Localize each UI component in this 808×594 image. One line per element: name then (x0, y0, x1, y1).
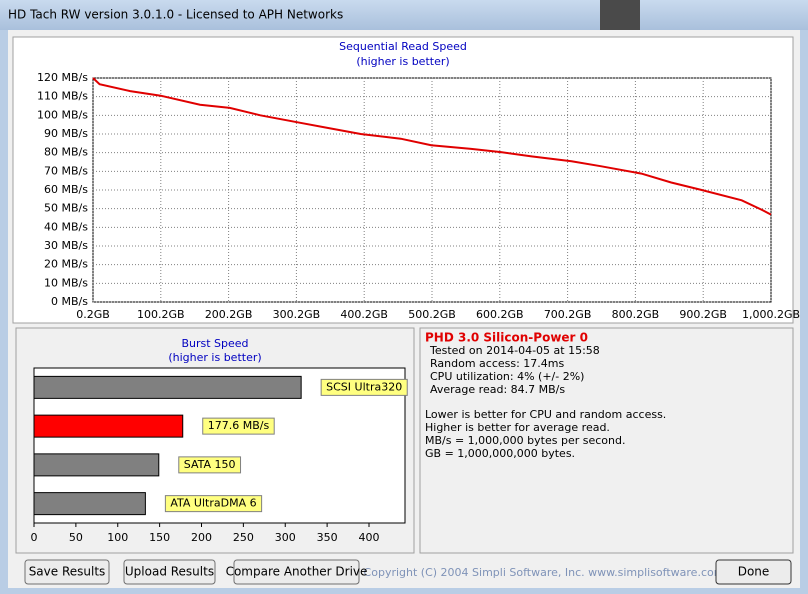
x-tick-label: 0 (31, 531, 38, 544)
bar-label: ATA UltraDMA 6 (170, 497, 256, 510)
x-tick-label: 0.2GB (76, 308, 110, 321)
info-detail: Average read: 84.7 MB/s (430, 383, 565, 396)
title-bar (0, 0, 808, 30)
button[interactable] (233, 559, 360, 585)
bar-label: 177.6 MB/s (208, 419, 270, 432)
x-tick-label: 400.2GB (340, 308, 388, 321)
seq-title: Sequential Read Speed (339, 40, 467, 53)
x-tick-label: 350 (317, 531, 338, 544)
x-tick-label: 700.2GB (544, 308, 592, 321)
y-tick-label: 80 MB/s (44, 146, 88, 159)
y-tick-label: 90 MB/s (44, 127, 88, 140)
button[interactable] (123, 559, 216, 585)
info-panel (419, 327, 794, 554)
x-tick-label: 100 (107, 531, 128, 544)
bar (33, 492, 146, 516)
x-tick-label: 800.2GB (612, 308, 660, 321)
button[interactable] (24, 559, 110, 585)
y-tick-label: 10 MB/s (44, 276, 88, 289)
x-tick-label: 500.2GB (408, 308, 456, 321)
bar (33, 414, 184, 438)
x-tick-label: 400 (358, 531, 379, 544)
x-tick-label: 50 (69, 531, 83, 544)
x-tick-label: 1,000.2GB (742, 308, 800, 321)
bar-label: SATA 150 (184, 458, 236, 471)
title-bar-glass (600, 0, 640, 30)
x-tick-label: 200 (191, 531, 212, 544)
y-tick-label: 110 MB/s (37, 90, 88, 103)
seq-subtitle: (higher is better) (356, 55, 449, 68)
info-note: Higher is better for average read. (425, 421, 610, 434)
x-tick-label: 200.2GB (205, 308, 253, 321)
info-detail: Tested on 2014-04-05 at 15:58 (429, 344, 600, 357)
window-title: HD Tach RW version 3.0.1.0 - Licensed to… (8, 8, 343, 22)
y-tick-label: 60 MB/s (44, 183, 88, 196)
button[interactable] (715, 559, 792, 585)
y-tick-label: 30 MB/s (44, 239, 88, 252)
bar (33, 453, 160, 477)
y-tick-label: 120 MB/s (37, 71, 88, 84)
x-tick-label: 150 (149, 531, 170, 544)
button-label[interactable]: Save Results (29, 565, 106, 579)
x-tick-label: 300 (275, 531, 296, 544)
x-tick-label: 100.2GB (137, 308, 185, 321)
info-title: PHD 3.0 Silicon-Power 0 (425, 331, 588, 345)
bar (33, 375, 302, 399)
y-tick-label: 50 MB/s (44, 202, 88, 215)
burst-subtitle: (higher is better) (168, 351, 261, 364)
info-detail: CPU utilization: 4% (+/- 2%) (430, 370, 584, 383)
bar-label-box (202, 417, 275, 435)
bar-label-box (320, 378, 408, 396)
info-note: MB/s = 1,000,000 bytes per second. (425, 434, 625, 447)
bar-label-box (164, 495, 263, 513)
bar-label: SCSI Ultra320 (326, 380, 402, 393)
x-tick-label: 250 (233, 531, 254, 544)
info-detail: Random access: 17.4ms (430, 357, 565, 370)
burst-title: Burst Speed (181, 337, 248, 350)
copyright: Copyright (C) 2004 Simpli Software, Inc.… (364, 566, 725, 579)
button-label[interactable]: Upload Results (125, 565, 214, 579)
info-note: GB = 1,000,000,000 bytes. (425, 447, 575, 460)
button-label[interactable]: Compare Another Drive (226, 565, 368, 579)
x-tick-label: 600.2GB (476, 308, 524, 321)
x-tick-label: 300.2GB (273, 308, 321, 321)
y-tick-label: 40 MB/s (44, 220, 88, 233)
y-tick-label: 100 MB/s (37, 108, 88, 121)
info-note: Lower is better for CPU and random acces… (425, 408, 666, 421)
read-speed-line (92, 77, 772, 216)
y-tick-label: 70 MB/s (44, 164, 88, 177)
button-label[interactable]: Done (738, 565, 770, 579)
y-tick-label: 20 MB/s (44, 258, 88, 271)
x-tick-label: 900.2GB (679, 308, 727, 321)
bar-label-box (178, 456, 242, 474)
y-tick-label: 0 MB/s (51, 295, 88, 308)
